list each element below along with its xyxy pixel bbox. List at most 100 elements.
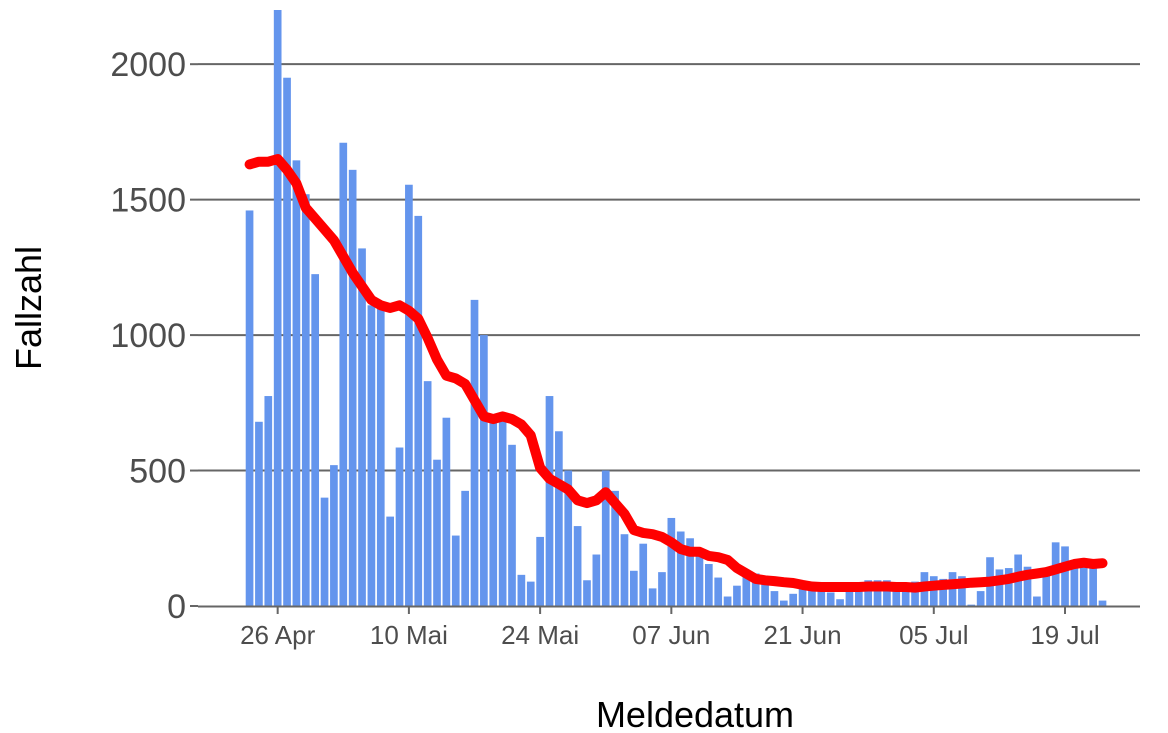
bar bbox=[414, 215, 423, 606]
bar bbox=[367, 305, 376, 606]
bar bbox=[779, 600, 788, 606]
bar bbox=[470, 299, 479, 606]
bar bbox=[630, 570, 638, 606]
bar bbox=[517, 574, 526, 606]
y-tick-label: 0 bbox=[167, 588, 186, 626]
bar bbox=[911, 581, 919, 606]
bar bbox=[245, 210, 254, 607]
bar bbox=[423, 381, 432, 606]
bar bbox=[395, 447, 404, 606]
bar bbox=[583, 580, 591, 606]
bar bbox=[564, 470, 573, 606]
bar bbox=[320, 497, 329, 606]
bar bbox=[733, 585, 741, 606]
bar bbox=[976, 591, 985, 606]
bar bbox=[311, 274, 320, 606]
bar bbox=[611, 490, 619, 606]
bar bbox=[330, 465, 338, 606]
bar bbox=[817, 585, 826, 606]
bar bbox=[461, 490, 469, 606]
bar bbox=[348, 169, 357, 606]
bar bbox=[836, 599, 844, 606]
bar bbox=[958, 576, 966, 606]
bar bbox=[508, 444, 516, 606]
bar bbox=[1061, 546, 1069, 606]
bar bbox=[854, 582, 863, 606]
bar bbox=[789, 593, 798, 606]
trend-line bbox=[244, 154, 1108, 593]
bar bbox=[742, 574, 751, 606]
bar bbox=[901, 587, 910, 606]
bar bbox=[339, 142, 348, 606]
bar bbox=[1089, 565, 1097, 606]
bar bbox=[1070, 562, 1079, 606]
bar bbox=[545, 396, 554, 606]
y-axis-title: Fallzahl bbox=[8, 246, 49, 370]
bar bbox=[639, 543, 648, 606]
bar bbox=[704, 564, 713, 606]
bar bbox=[264, 396, 273, 606]
bar bbox=[676, 531, 685, 606]
bar bbox=[892, 587, 901, 606]
bar bbox=[292, 160, 301, 606]
bar bbox=[480, 335, 488, 606]
bar bbox=[967, 604, 976, 606]
y-tick-label: 2000 bbox=[110, 46, 186, 84]
y-tick-label: 1000 bbox=[110, 317, 186, 355]
bar bbox=[864, 580, 873, 606]
x-tick-label: 07 Jun bbox=[632, 620, 710, 650]
bar bbox=[761, 581, 769, 606]
y-tick-label: 1500 bbox=[110, 182, 186, 220]
y-axis-ticks: 0 500 1000 1500 2000 bbox=[110, 46, 198, 626]
y-gridlines bbox=[198, 63, 1140, 472]
bar bbox=[273, 10, 282, 606]
bar bbox=[358, 248, 366, 606]
bar bbox=[255, 421, 263, 606]
bar bbox=[995, 569, 1004, 606]
bar bbox=[620, 534, 629, 606]
bar bbox=[808, 584, 816, 606]
bar bbox=[798, 585, 807, 606]
bar bbox=[376, 302, 385, 606]
bar bbox=[883, 580, 891, 606]
bar bbox=[667, 517, 676, 606]
bar bbox=[873, 580, 882, 606]
bar bbox=[433, 459, 441, 606]
bar bbox=[283, 77, 291, 606]
bar bbox=[1004, 568, 1013, 606]
bar bbox=[770, 591, 779, 606]
bar bbox=[405, 184, 413, 606]
bar bbox=[751, 573, 760, 606]
bar bbox=[695, 553, 704, 606]
bar bbox=[826, 592, 835, 606]
bar bbox=[489, 416, 498, 606]
x-axis-ticks: 26 Apr 10 Mai 24 Mai 07 Jun 21 Jun 05 Jul 19 J… bbox=[240, 606, 1100, 650]
x-tick-label: 21 Jun bbox=[764, 620, 842, 650]
bar bbox=[658, 572, 666, 606]
bar bbox=[601, 470, 610, 606]
x-tick-label: 19 Jul bbox=[1030, 620, 1099, 650]
bar bbox=[1042, 570, 1051, 606]
bar bbox=[714, 577, 723, 606]
bar bbox=[526, 581, 535, 606]
x-tick-label: 26 Apr bbox=[240, 620, 316, 650]
bar bbox=[1023, 566, 1032, 606]
bar bbox=[301, 194, 310, 606]
bar-series bbox=[245, 10, 1107, 607]
x-tick-label: 10 Mai bbox=[370, 620, 448, 650]
bar bbox=[1079, 566, 1088, 606]
bar bbox=[592, 554, 601, 606]
y-tick-label: 500 bbox=[129, 453, 186, 491]
bar bbox=[845, 588, 854, 606]
bar bbox=[536, 536, 544, 606]
bar bbox=[686, 538, 694, 606]
bar bbox=[1033, 596, 1041, 606]
bar bbox=[451, 535, 460, 606]
bar bbox=[1098, 600, 1107, 606]
bar bbox=[723, 596, 732, 606]
bar bbox=[498, 416, 507, 606]
x-axis-title: Meldedatum bbox=[596, 694, 794, 733]
bar bbox=[555, 431, 563, 606]
bar bbox=[929, 576, 938, 606]
